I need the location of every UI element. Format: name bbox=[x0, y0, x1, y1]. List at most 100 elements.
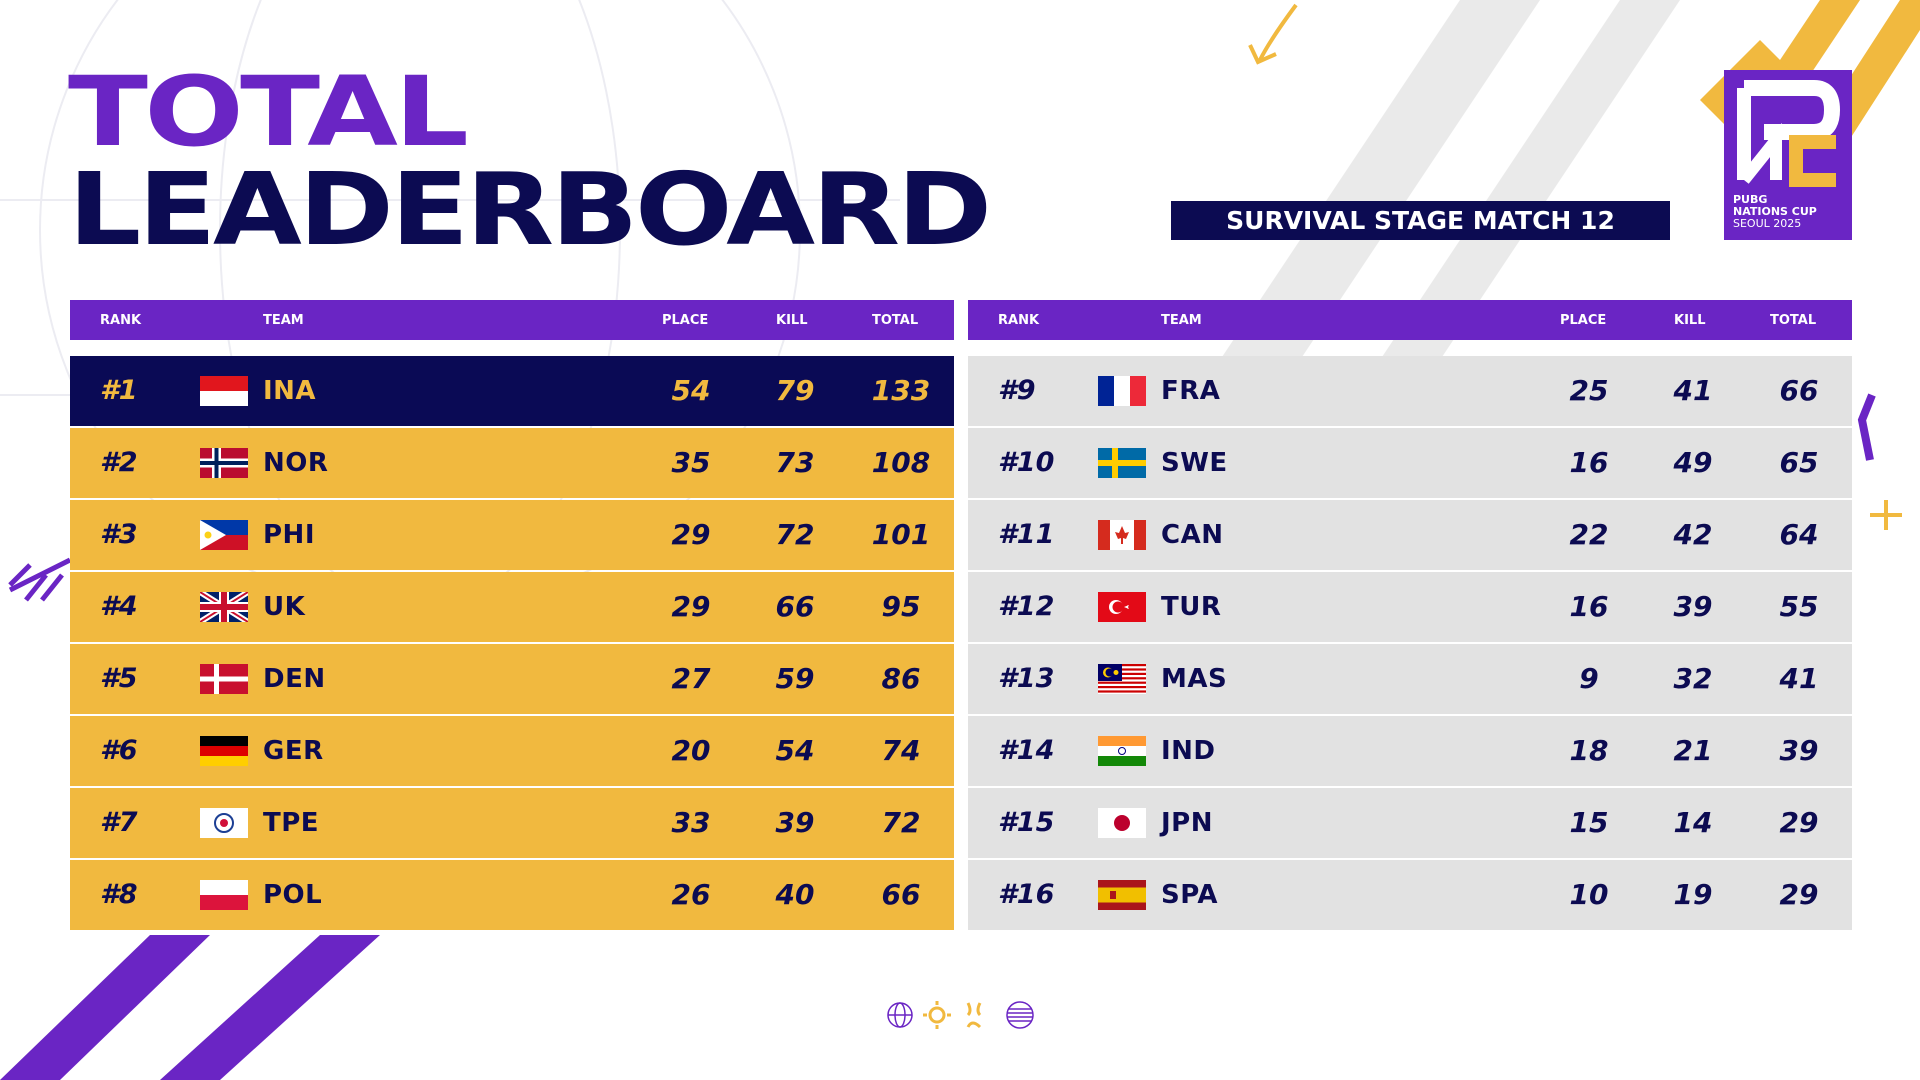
team-cell: JPN bbox=[1161, 808, 1213, 838]
stage-label: SURVIVAL STAGE MATCH 12 bbox=[1171, 201, 1670, 240]
kill-cell: 66 bbox=[775, 590, 815, 623]
jpn-flag-icon bbox=[1098, 808, 1146, 838]
table-header: RANK TEAM PLACE KILL TOTAL bbox=[70, 300, 954, 340]
header-place: PLACE bbox=[662, 313, 709, 328]
ind-flag-icon bbox=[1098, 736, 1146, 766]
rank-cell: #11 bbox=[998, 519, 1055, 550]
rank-cell: #8 bbox=[100, 879, 138, 910]
swe-flag-icon bbox=[1098, 448, 1146, 478]
uk-flag-icon bbox=[200, 592, 248, 622]
kill-cell: 79 bbox=[775, 374, 815, 407]
tpe-flag-icon bbox=[200, 808, 248, 838]
team-cell: GER bbox=[263, 736, 324, 766]
header-kill: KILL bbox=[776, 313, 808, 328]
den-flag-icon bbox=[200, 664, 248, 694]
team-cell: TPE bbox=[263, 808, 320, 838]
table-row: #6 GER 20 54 74 bbox=[70, 716, 954, 786]
rank-cell: #2 bbox=[100, 447, 138, 478]
place-cell: 29 bbox=[671, 590, 711, 623]
table-row: #11 CAN 22 42 64 bbox=[968, 500, 1852, 570]
nor-flag-icon bbox=[200, 448, 248, 478]
kill-cell: 54 bbox=[775, 734, 815, 767]
team-cell: MAS bbox=[1161, 664, 1228, 694]
total-cell: 64 bbox=[1779, 518, 1819, 551]
rank-cell: #15 bbox=[998, 807, 1055, 838]
rank-cell: #5 bbox=[100, 663, 138, 694]
table-header: RANK TEAM PLACE KILL TOTAL bbox=[968, 300, 1852, 340]
kill-cell: 72 bbox=[775, 518, 815, 551]
kill-cell: 41 bbox=[1673, 374, 1713, 407]
team-cell: UK bbox=[263, 592, 306, 622]
header-place: PLACE bbox=[1560, 313, 1607, 328]
team-cell: PHI bbox=[263, 520, 315, 550]
team-cell: DEN bbox=[263, 664, 326, 694]
table-row: #16 SPA 10 19 29 bbox=[968, 860, 1852, 930]
kill-cell: 40 bbox=[775, 878, 815, 911]
team-cell: IND bbox=[1161, 736, 1216, 766]
place-cell: 20 bbox=[671, 734, 711, 767]
place-cell: 16 bbox=[1569, 590, 1609, 623]
rank-cell: #12 bbox=[998, 591, 1055, 622]
footer-icons bbox=[887, 1001, 1034, 1029]
kill-cell: 49 bbox=[1673, 446, 1713, 479]
rank-cell: #16 bbox=[998, 879, 1055, 910]
total-cell: 41 bbox=[1779, 662, 1819, 695]
place-cell: 54 bbox=[671, 374, 711, 407]
place-cell: 35 bbox=[671, 446, 711, 479]
team-cell: POL bbox=[263, 880, 323, 910]
team-cell: SWE bbox=[1161, 448, 1228, 478]
total-cell: 66 bbox=[881, 878, 921, 911]
kill-cell: 21 bbox=[1673, 734, 1713, 767]
table-row: #12 TUR 16 39 55 bbox=[968, 572, 1852, 642]
table-row: #9 FRA 25 41 66 bbox=[968, 356, 1852, 426]
total-cell: 29 bbox=[1779, 806, 1819, 839]
globe-icon bbox=[887, 1002, 913, 1028]
total-cell: 55 bbox=[1779, 590, 1819, 623]
table-row: #3 PHI 29 72 101 bbox=[70, 500, 954, 570]
phi-flag-icon bbox=[200, 520, 248, 550]
total-cell: 72 bbox=[881, 806, 921, 839]
rank-cell: #6 bbox=[100, 735, 138, 766]
place-cell: 15 bbox=[1569, 806, 1609, 839]
table-row: #8 POL 26 40 66 bbox=[70, 860, 954, 930]
fra-flag-icon bbox=[1098, 376, 1146, 406]
table-row: #2 NOR 35 73 108 bbox=[70, 428, 954, 498]
place-cell: 25 bbox=[1569, 374, 1609, 407]
total-cell: 101 bbox=[871, 518, 931, 551]
title-line-2: LEADERBOARD bbox=[68, 151, 992, 268]
rank-cell: #14 bbox=[998, 735, 1055, 766]
place-cell: 22 bbox=[1569, 518, 1609, 551]
can-flag-icon bbox=[1098, 520, 1146, 550]
kill-cell: 19 bbox=[1673, 878, 1713, 911]
rows-left: #1 INA 54 79 133 #2 NOR 35 73 108 #3 PHI 29 72 101 #4 UK… bbox=[70, 356, 954, 930]
mas-flag-icon bbox=[1098, 664, 1146, 694]
rank-cell: #7 bbox=[100, 807, 138, 838]
kill-cell: 39 bbox=[775, 806, 815, 839]
title-line-1: TOTAL bbox=[68, 56, 469, 168]
place-cell: 29 bbox=[671, 518, 711, 551]
place-cell: 26 bbox=[671, 878, 711, 911]
total-cell: 108 bbox=[871, 446, 931, 479]
table-row: #13 MAS 9 32 41 bbox=[968, 644, 1852, 714]
logo-text-2: NATIONS CUP bbox=[1733, 205, 1817, 218]
leaderboard-right: RANK TEAM PLACE KILL TOTAL #9 FRA 25 41 66 #1… bbox=[968, 300, 1852, 932]
total-cell: 65 bbox=[1779, 446, 1819, 479]
rank-cell: #4 bbox=[100, 591, 138, 622]
sparkle-icon bbox=[966, 1002, 982, 1029]
table-row: #4 UK 29 66 95 bbox=[70, 572, 954, 642]
logo-text-1: PUBG bbox=[1733, 193, 1768, 206]
spa-flag-icon bbox=[1098, 880, 1146, 910]
pol-flag-icon bbox=[200, 880, 248, 910]
header-rank: RANK bbox=[100, 313, 142, 328]
kill-cell: 59 bbox=[775, 662, 815, 695]
place-cell: 9 bbox=[1579, 662, 1599, 695]
header-kill: KILL bbox=[1674, 313, 1706, 328]
logo-text-3: SEOUL 2025 bbox=[1733, 217, 1802, 230]
team-cell: TUR bbox=[1161, 592, 1222, 622]
team-cell: CAN bbox=[1161, 520, 1224, 550]
pnc-logo: PUBG NATIONS CUP SEOUL 2025 bbox=[1724, 70, 1852, 240]
kill-cell: 14 bbox=[1673, 806, 1713, 839]
total-cell: 74 bbox=[881, 734, 921, 767]
kill-cell: 42 bbox=[1673, 518, 1713, 551]
